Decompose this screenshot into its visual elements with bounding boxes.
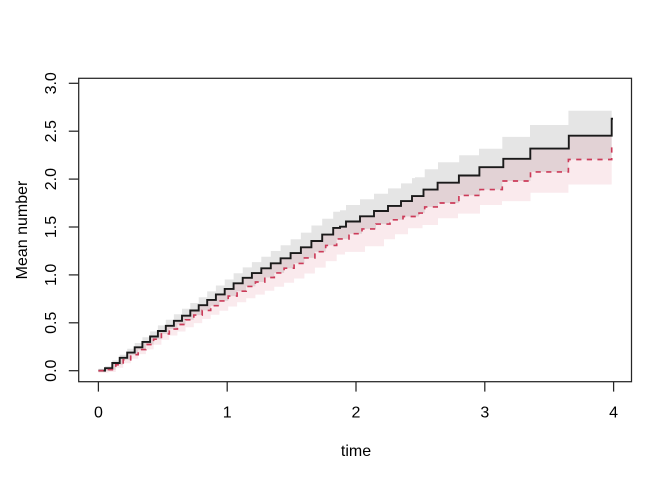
svg-text:0.5: 0.5 [43, 312, 60, 334]
svg-text:1.0: 1.0 [43, 264, 60, 286]
svg-text:0.0: 0.0 [43, 359, 60, 381]
svg-text:2: 2 [352, 404, 361, 421]
svg-text:0: 0 [94, 404, 103, 421]
svg-text:1.5: 1.5 [43, 216, 60, 238]
svg-text:Mean number: Mean number [14, 180, 31, 279]
svg-text:time: time [341, 443, 371, 460]
svg-text:4: 4 [609, 404, 618, 421]
svg-text:3: 3 [480, 404, 489, 421]
svg-text:2.0: 2.0 [43, 168, 60, 190]
svg-text:2.5: 2.5 [43, 120, 60, 142]
svg-text:3.0: 3.0 [43, 72, 60, 94]
svg-text:1: 1 [223, 404, 232, 421]
